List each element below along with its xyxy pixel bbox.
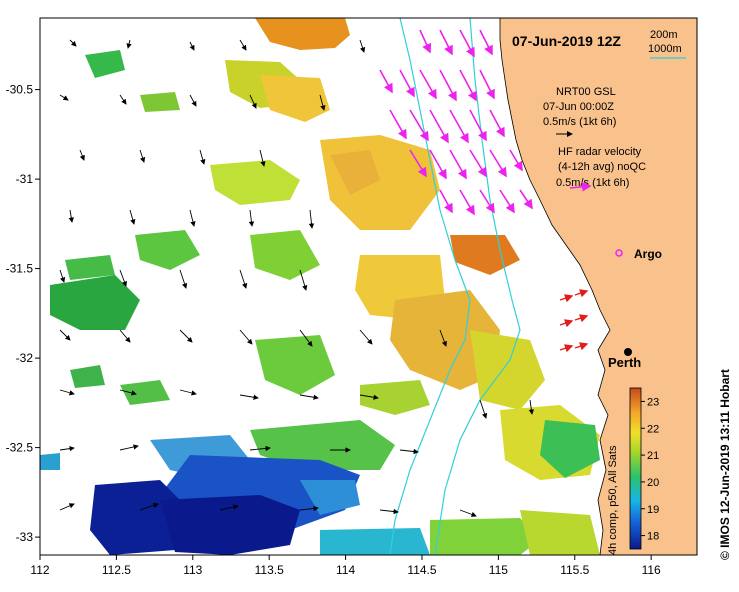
colorbar — [629, 387, 642, 550]
colorbar-tick-label: 21 — [647, 450, 659, 462]
y-tick-label: -32.5 — [6, 441, 34, 455]
argo-label: Argo — [634, 247, 662, 261]
nrt-legend-line3: 0.5m/s (1kt 6h) — [543, 116, 616, 128]
hf-legend-line1: HF radar velocity — [558, 146, 642, 158]
y-tick-label: -31.5 — [6, 262, 34, 276]
scale-depth-1000: 1000m — [648, 43, 682, 55]
current-arrows — [59, 39, 535, 517]
nrt-legend-line2: 07-Jun 00:00Z — [543, 101, 614, 113]
colorbar-tick-label: 22 — [647, 423, 659, 435]
y-tick-label: -31 — [16, 172, 34, 186]
sst-patches — [40, 18, 600, 555]
colorbar-tick-label: 20 — [647, 477, 659, 489]
x-tick-label: 113 — [183, 563, 202, 577]
x-tick-label: 115 — [489, 563, 508, 577]
colorbar-label: 4h comp, p50, All Sats — [607, 445, 619, 555]
perth-marker — [624, 348, 632, 356]
x-tick-label: 112 — [30, 563, 49, 577]
colorbar-tick-label: 18 — [647, 531, 659, 543]
hf-legend-line2: (4-12h avg) noQC — [558, 161, 646, 173]
colorbar-tick-label: 19 — [647, 504, 659, 516]
hf-radar-arrows — [379, 29, 533, 216]
x-axis: 112 112.5 113 113.5 114 114.5 115 115.5 116 — [30, 555, 661, 577]
x-tick-label: 114.5 — [407, 563, 436, 577]
colorbar-ticks: 18 19 20 21 22 23 — [641, 396, 659, 543]
y-tick-label: -33 — [16, 530, 34, 544]
argo-marker — [615, 249, 623, 257]
plot-frame — [39, 17, 698, 556]
hf-legend-arrow — [569, 182, 592, 192]
coastal-wind-arrows — [559, 289, 589, 353]
x-tick-label: 113.5 — [255, 563, 284, 577]
y-tick-label: -32 — [16, 351, 34, 365]
x-tick-label: 114 — [336, 563, 355, 577]
scale-depth-200: 200m — [650, 29, 678, 41]
land-mass — [499, 18, 697, 555]
y-tick-label: -30.5 — [6, 83, 34, 97]
nrt-legend-line1: NRT00 GSL — [556, 86, 616, 98]
hf-legend-line3: 0.5m/s (1kt 6h) — [556, 177, 629, 189]
y-axis: -30.5 -31 -31.5 -32 -32.5 -33 — [6, 83, 40, 544]
x-tick-label: 112.5 — [102, 563, 131, 577]
perth-label: Perth — [608, 355, 641, 370]
x-tick-label: 116 — [642, 563, 661, 577]
map-title: 07-Jun-2019 12Z — [512, 33, 621, 49]
credit-text: © IMOS 12-Jun-2019 13:11 Hobart — [718, 369, 732, 560]
colorbar-tick-label: 23 — [647, 396, 659, 408]
x-tick-label: 115.5 — [560, 563, 589, 577]
